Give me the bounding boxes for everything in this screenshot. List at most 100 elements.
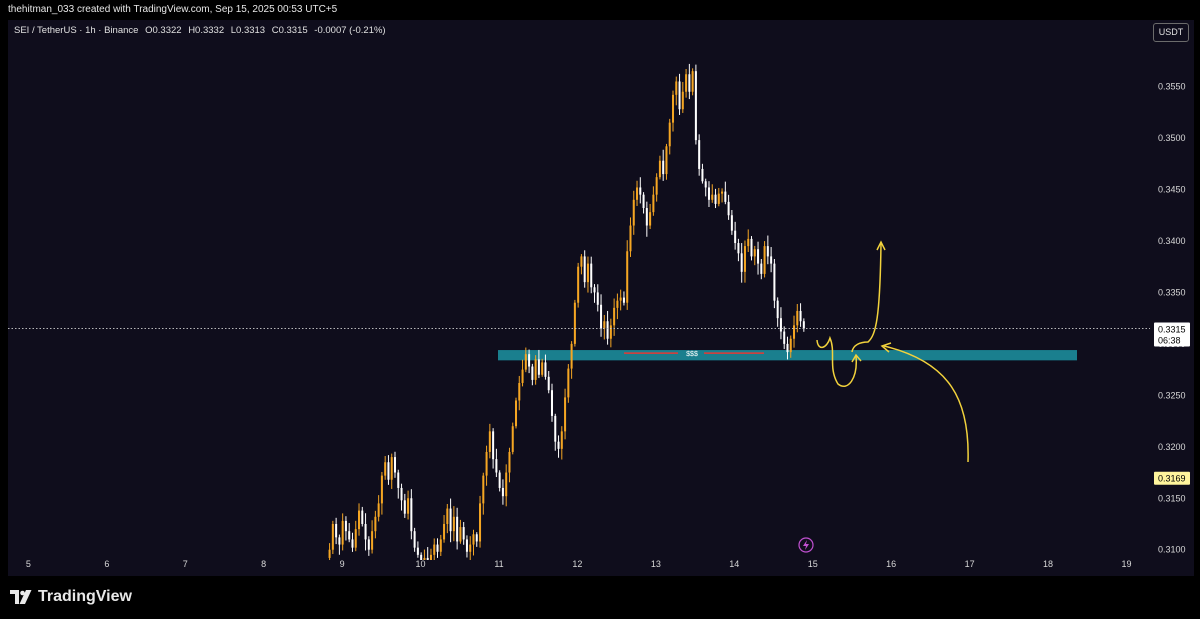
candle <box>511 422 514 455</box>
candle <box>423 549 426 560</box>
x-tick-label: 11 <box>494 559 503 569</box>
candle <box>636 180 639 206</box>
tradingview-logo-text: TradingView <box>38 588 132 605</box>
candle <box>410 489 413 540</box>
y-tick-label: 0.3550 <box>1158 82 1186 92</box>
forecast-arrowhead-small <box>851 353 862 363</box>
candle <box>671 90 675 132</box>
y-tick-label: 0.3400 <box>1158 236 1186 246</box>
candle <box>384 456 387 480</box>
candle <box>734 221 737 250</box>
x-tick-label: 7 <box>183 559 188 569</box>
candle <box>668 118 671 155</box>
tradingview-logo[interactable]: TradingView <box>10 588 132 606</box>
candle <box>475 532 478 547</box>
candle <box>603 314 606 340</box>
y-tick-label: 0.3450 <box>1158 185 1186 195</box>
candle <box>773 258 776 309</box>
candle <box>397 469 400 499</box>
candle <box>649 203 652 230</box>
x-tick-label: 6 <box>104 559 109 569</box>
candle <box>564 388 567 440</box>
candle <box>600 294 603 337</box>
x-tick-label: 18 <box>1043 559 1053 569</box>
candle <box>580 254 583 275</box>
candle <box>688 63 691 100</box>
candlestick-chart[interactable]: $$$ 0.31000.31500.32000.32500.33000.3350… <box>0 0 1200 576</box>
symbol-legend: SEI / TetherUS · 1h · Binance O0.3322 H0… <box>14 25 386 36</box>
candle <box>573 299 576 347</box>
candle <box>678 73 681 115</box>
candle <box>577 262 580 308</box>
candle <box>387 455 390 485</box>
candle <box>714 188 717 209</box>
candle <box>753 245 756 266</box>
candle <box>711 184 714 203</box>
candle <box>390 453 393 489</box>
candle <box>691 68 694 96</box>
candle <box>730 209 733 235</box>
marker-badge-value: 0.3169 <box>1158 474 1186 484</box>
candle <box>707 181 710 207</box>
candle <box>446 503 449 534</box>
candle <box>609 318 612 348</box>
candle <box>344 516 347 541</box>
bolt-icon[interactable] <box>798 537 814 553</box>
candle <box>534 355 537 385</box>
candle <box>482 472 485 515</box>
candle <box>547 371 550 394</box>
candle <box>439 534 442 557</box>
candle <box>629 217 632 257</box>
y-tick-label: 0.3350 <box>1158 287 1186 297</box>
candle <box>377 495 380 522</box>
candle <box>518 375 521 411</box>
candle <box>338 534 341 555</box>
candle <box>626 240 629 310</box>
candle <box>479 495 482 548</box>
candle <box>459 519 462 544</box>
ohlc-low: L0.3313 <box>230 25 266 36</box>
candle <box>354 520 357 552</box>
candle <box>616 293 619 320</box>
candle <box>443 515 446 543</box>
candle <box>403 493 406 518</box>
candle <box>364 513 367 551</box>
candle <box>642 192 645 214</box>
x-tick-label: 17 <box>965 559 975 569</box>
candle <box>485 445 488 486</box>
candle <box>361 506 364 527</box>
candle <box>449 498 452 543</box>
forecast-arrowhead-up <box>876 240 886 251</box>
candle <box>472 529 475 556</box>
candle <box>685 69 688 98</box>
currency-button[interactable]: USDT <box>1153 23 1189 42</box>
candle <box>358 503 361 536</box>
candle <box>802 318 805 332</box>
candle <box>662 149 665 181</box>
header-bar: thehitman_033 created with TradingView.c… <box>0 0 1200 20</box>
candle <box>632 190 635 235</box>
candle <box>524 347 527 373</box>
candle <box>371 520 374 554</box>
return-curve-arrowhead <box>880 342 892 353</box>
ohlc-close: C0.3315 <box>271 25 308 36</box>
x-tick-label: 5 <box>26 559 31 569</box>
candle <box>655 173 658 202</box>
time-axis[interactable]: 5 6 7 8 9 10 11 12 13 14 15 16 17 18 19 <box>26 559 1132 569</box>
candle <box>698 134 701 176</box>
candle <box>413 527 416 552</box>
candle <box>793 315 796 348</box>
candle <box>622 291 625 306</box>
x-tick-label: 19 <box>1121 559 1131 569</box>
candle <box>521 359 524 387</box>
candle <box>583 250 586 288</box>
forecast-drawings <box>816 240 969 463</box>
candle <box>779 307 782 340</box>
candle <box>665 143 668 180</box>
candle <box>645 201 648 237</box>
candle <box>619 289 622 311</box>
candle <box>786 336 789 360</box>
candle <box>606 310 609 345</box>
candle <box>380 471 383 515</box>
symbol-name: SEI / TetherUS · 1h · Binance <box>14 25 139 36</box>
